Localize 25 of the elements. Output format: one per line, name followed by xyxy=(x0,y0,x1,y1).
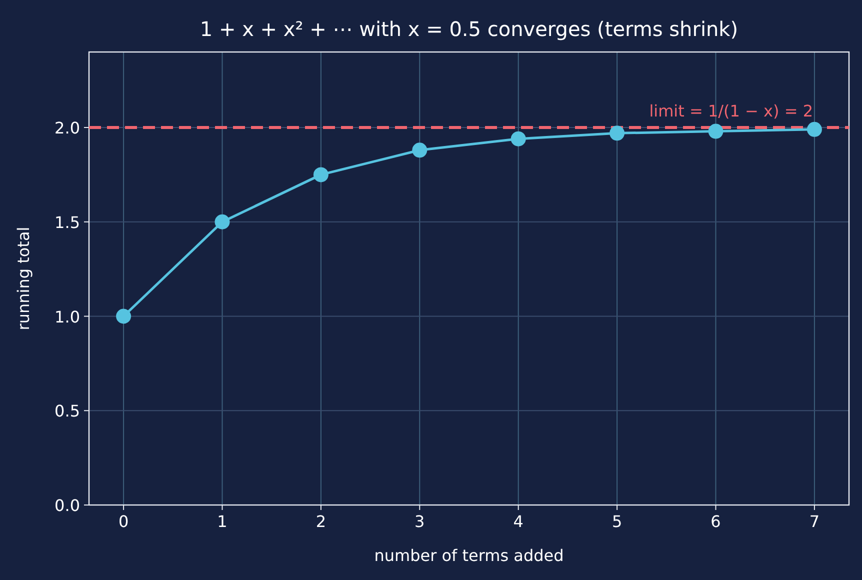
chart-title: 1 + x + x² + ⋯ with x = 0.5 converges (terms shrink) xyxy=(200,17,738,41)
point xyxy=(510,131,526,146)
point xyxy=(610,126,625,141)
y-tick-label: 2.0 xyxy=(54,118,80,138)
y-tick-label: 0.0 xyxy=(54,496,80,515)
x-tick-label: 6 xyxy=(710,512,721,531)
x-tick-label: 0 xyxy=(118,512,129,531)
y-axis-title: running total xyxy=(14,226,33,330)
point xyxy=(214,214,230,230)
x-tick-label: 1 xyxy=(217,512,228,531)
y-tick-label: 0.5 xyxy=(54,402,80,421)
y-tick-label: 1.5 xyxy=(54,212,80,232)
x-axis-title: number of terms added xyxy=(374,546,564,565)
point xyxy=(806,122,822,137)
point xyxy=(313,167,328,182)
point xyxy=(412,142,428,158)
point xyxy=(116,308,132,324)
point xyxy=(708,124,724,139)
ref-line-label: limit = 1/(1 − x) = 2 xyxy=(649,102,813,120)
x-tick-label: 2 xyxy=(316,512,326,531)
x-tick-label: 5 xyxy=(612,512,622,531)
x-tick-label: 7 xyxy=(809,512,820,531)
x-tick-label: 4 xyxy=(513,512,524,531)
x-tick-label: 3 xyxy=(414,512,425,531)
y-tick-label: 1.0 xyxy=(54,307,80,326)
